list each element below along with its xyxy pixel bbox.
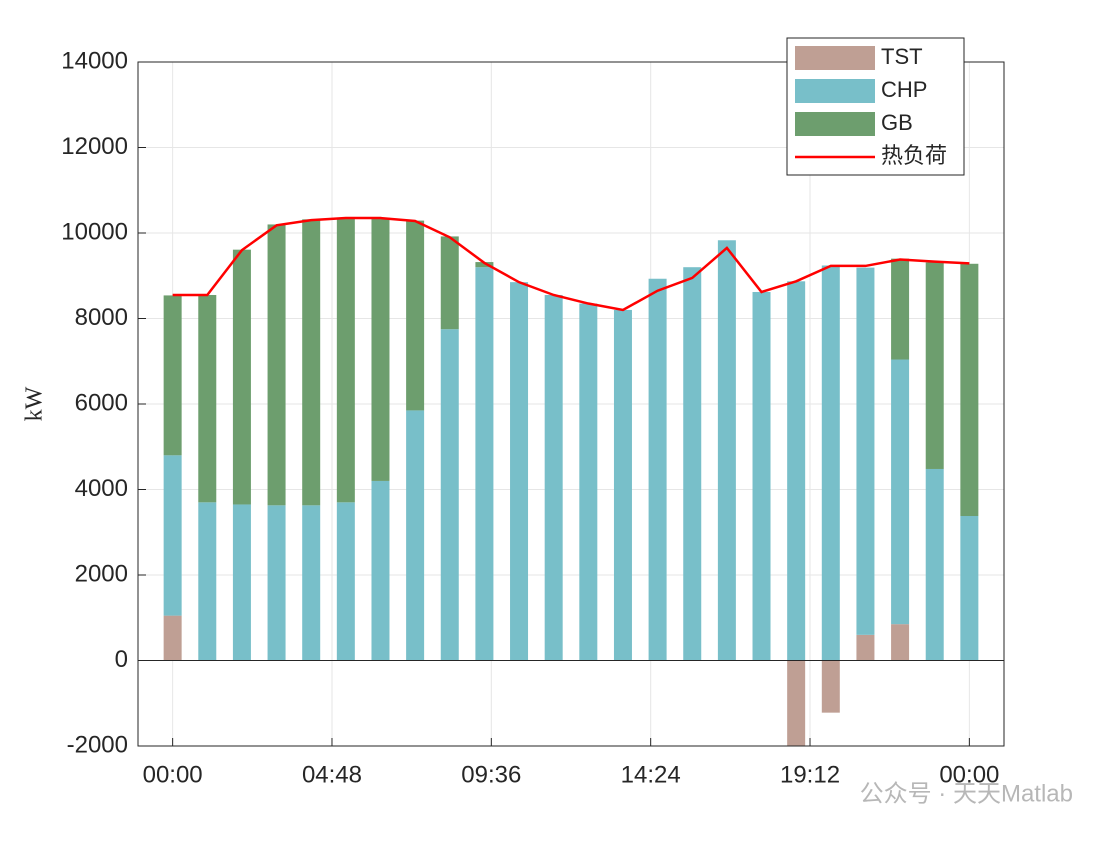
line (172, 216, 970, 312)
bar (232, 249, 251, 505)
bar (267, 224, 286, 506)
bar (683, 267, 702, 661)
bar (371, 217, 390, 481)
bar (787, 660, 806, 746)
x-tick-label: 04:48 (302, 761, 362, 788)
legend-label: CHP (881, 77, 927, 102)
y-tick-label: 10000 (61, 218, 128, 245)
bar (891, 258, 910, 360)
y-axis-label: kW (22, 386, 48, 421)
bar (856, 634, 875, 661)
bar (821, 265, 840, 661)
bar (336, 502, 355, 661)
y-tick-label: 12000 (61, 133, 128, 160)
bar (440, 329, 459, 661)
bar (406, 410, 425, 661)
y-tick-label: 2000 (75, 560, 128, 587)
bar (198, 294, 217, 503)
x-tick-label: 19:12 (780, 761, 840, 788)
y-tick-label: 4000 (75, 475, 128, 502)
bar (717, 240, 736, 661)
bar (648, 278, 667, 661)
bar (891, 624, 910, 661)
bar (891, 359, 910, 625)
bar (267, 505, 286, 661)
bar (302, 219, 321, 506)
legend-label: GB (881, 110, 913, 135)
bar (440, 236, 459, 330)
bar (510, 282, 529, 661)
x-tick-label: 00:00 (143, 761, 203, 788)
x-tick-label: 09:36 (461, 761, 521, 788)
bar (302, 505, 321, 661)
y-tick-label: -2000 (67, 731, 128, 758)
bar (232, 504, 251, 661)
bar (960, 516, 979, 661)
bar (371, 480, 390, 661)
axes-box (137, 61, 1005, 747)
bar (821, 660, 840, 713)
bar (163, 295, 182, 456)
bar (579, 303, 598, 661)
bar (787, 281, 806, 661)
bar (198, 502, 217, 661)
legend-swatch (795, 79, 875, 103)
y-tick-label: 0 (115, 646, 128, 673)
bar (856, 267, 875, 635)
bar (925, 468, 944, 661)
legend-label: 热负荷 (881, 143, 947, 168)
bar (163, 455, 182, 616)
y-tick-label: 6000 (75, 389, 128, 416)
bar (406, 220, 425, 411)
bar (336, 217, 355, 503)
legend-swatch (795, 46, 875, 70)
bar (752, 291, 771, 661)
y-tick-label: 14000 (61, 47, 128, 74)
bar (544, 294, 563, 661)
bar (475, 267, 494, 661)
x-tick-label: 00:00 (939, 761, 999, 788)
bar (925, 262, 944, 469)
bar (475, 262, 494, 268)
legend-swatch (795, 112, 875, 136)
bar (960, 263, 979, 517)
bar (613, 309, 632, 661)
bar (163, 615, 182, 661)
legend-label: TST (881, 44, 923, 69)
y-tick-label: 8000 (75, 304, 128, 331)
watermark: 公众号 · 天天Matlab (860, 780, 1073, 807)
x-tick-label: 14:24 (621, 761, 681, 788)
plot-area (138, 216, 1004, 746)
